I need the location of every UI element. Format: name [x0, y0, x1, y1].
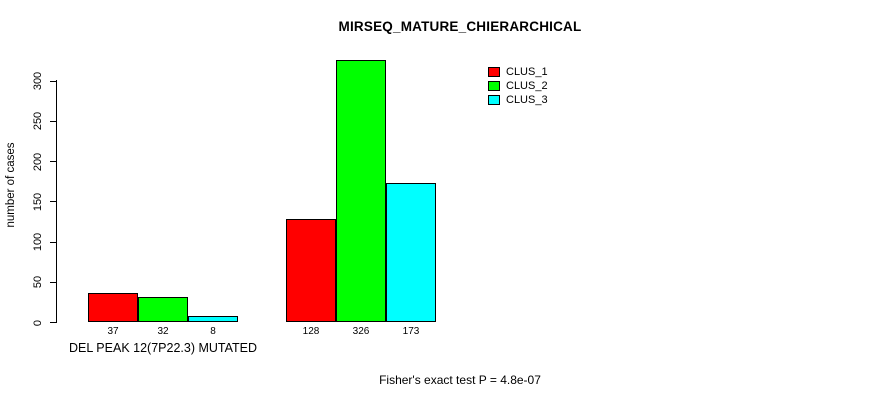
legend: CLUS_1 CLUS_2 CLUS_3: [488, 65, 548, 107]
y-tick-mark: [50, 241, 57, 243]
legend-swatch-clus_3: [488, 95, 500, 105]
bar-value-label: 37: [107, 326, 119, 337]
bar-value-label: 8: [210, 326, 216, 337]
y-tick-label: 100: [32, 232, 44, 252]
y-tick-mark: [50, 281, 57, 283]
y-tick-mark: [50, 201, 57, 203]
legend-swatch-clus_1: [488, 67, 500, 77]
y-tick-label: 200: [32, 152, 44, 171]
legend-row: CLUS_1: [488, 65, 548, 79]
y-tick-label: 250: [32, 112, 44, 131]
y-tick-label: 0: [32, 319, 44, 326]
chart-title: MIRSEQ_MATURE_CHIERARCHICAL: [338, 19, 582, 34]
legend-label: CLUS_3: [506, 94, 548, 106]
y-tick-label: 50: [32, 276, 44, 289]
y-tick-mark: [50, 322, 57, 323]
legend-label: CLUS_1: [506, 66, 548, 78]
y-tick-mark: [50, 120, 57, 122]
y-tick-label: 300: [32, 71, 44, 91]
legend-row: CLUS_3: [488, 93, 548, 107]
x-category-label: DEL PEAK 12(7P22.3) MUTATED: [68, 341, 258, 355]
legend-swatch-clus_2: [488, 81, 500, 91]
bar-clus_2-group-0: [138, 296, 188, 323]
bar-value-label: 128: [302, 326, 320, 337]
bar-clus_1-group-1: [286, 219, 336, 323]
bar-clus_3-group-1: [386, 183, 436, 323]
y-tick-mark: [50, 161, 57, 162]
y-axis-label: number of cases: [5, 142, 17, 228]
bar-clus_2-group-1: [336, 60, 386, 323]
y-tick-mark: [50, 80, 57, 82]
y-tick-label: 150: [32, 192, 44, 211]
footer-note: Fisher's exact test P = 4.8e-07: [379, 373, 541, 387]
bar-value-label: 326: [352, 326, 370, 337]
bar-value-label: 32: [157, 326, 169, 337]
bar-clus_3-group-0: [188, 316, 238, 323]
bar-value-label: 173: [402, 326, 420, 337]
legend-row: CLUS_2: [488, 79, 548, 93]
legend-label: CLUS_2: [506, 80, 548, 92]
bar-clus_1-group-0: [88, 292, 138, 323]
